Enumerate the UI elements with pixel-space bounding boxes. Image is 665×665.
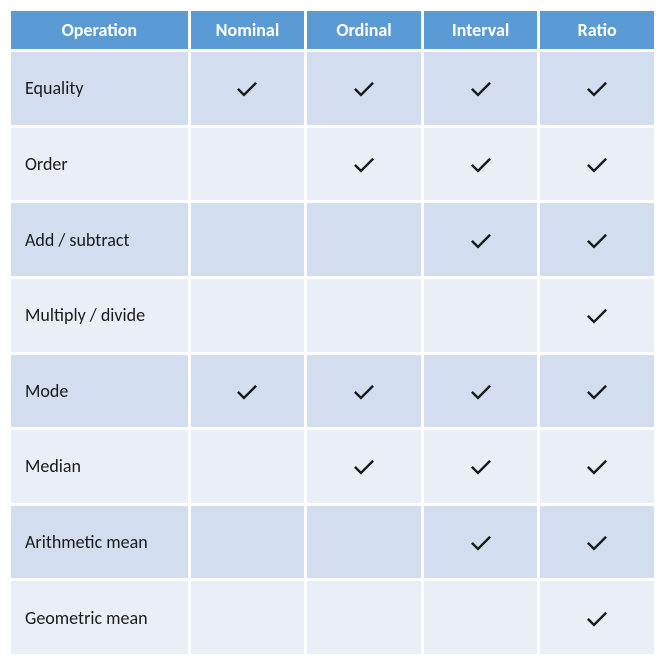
table-row: Arithmetic mean: [11, 506, 654, 579]
row-label: Equality: [11, 52, 188, 125]
check-icon: [584, 378, 610, 404]
check-icon: [468, 227, 494, 253]
table-cell: [540, 279, 654, 352]
row-label: Median: [11, 430, 188, 503]
table-cell: [191, 581, 305, 654]
table-cell: [540, 355, 654, 428]
check-icon: [584, 529, 610, 555]
row-label: Geometric mean: [11, 581, 188, 654]
table-cell: [191, 506, 305, 579]
table-cell: [307, 203, 421, 276]
row-label: Mode: [11, 355, 188, 428]
table-cell: [540, 128, 654, 201]
table-cell: [540, 430, 654, 503]
table-row: Add / subtract: [11, 203, 654, 276]
table-cell: [191, 52, 305, 125]
row-label: Arithmetic mean: [11, 506, 188, 579]
row-label: Order: [11, 128, 188, 201]
table-row: Equality: [11, 52, 654, 125]
col-header-nominal: Nominal: [191, 11, 305, 49]
check-icon: [584, 151, 610, 177]
table-cell: [424, 279, 538, 352]
table-cell: [307, 355, 421, 428]
table-cell: [191, 430, 305, 503]
table-cell: [540, 52, 654, 125]
check-icon: [234, 378, 260, 404]
row-label: Multiply / divide: [11, 279, 188, 352]
table-cell: [191, 203, 305, 276]
check-icon: [468, 529, 494, 555]
table-cell: [191, 279, 305, 352]
check-icon: [584, 302, 610, 328]
row-label: Add / subtract: [11, 203, 188, 276]
table-cell: [424, 506, 538, 579]
table-cell: [307, 430, 421, 503]
table-row: Geometric mean: [11, 581, 654, 654]
check-icon: [468, 151, 494, 177]
col-header-ordinal: Ordinal: [307, 11, 421, 49]
table-cell: [424, 355, 538, 428]
check-icon: [584, 605, 610, 631]
check-icon: [351, 378, 377, 404]
table-cell: [307, 506, 421, 579]
check-icon: [351, 75, 377, 101]
table-row: Median: [11, 430, 654, 503]
table-cell: [307, 128, 421, 201]
table-cell: [540, 203, 654, 276]
table-row: Mode: [11, 355, 654, 428]
check-icon: [584, 75, 610, 101]
check-icon: [584, 453, 610, 479]
col-header-operation: Operation: [11, 11, 188, 49]
table-cell: [424, 128, 538, 201]
table-cell: [307, 279, 421, 352]
check-icon: [351, 453, 377, 479]
table-row: Order: [11, 128, 654, 201]
table-cell: [540, 581, 654, 654]
check-icon: [468, 75, 494, 101]
table-cell: [191, 355, 305, 428]
measurement-scales-table: Operation Nominal Ordinal Interval Ratio…: [8, 8, 657, 657]
table-cell: [424, 203, 538, 276]
check-icon: [468, 378, 494, 404]
table-body: EqualityOrderAdd / subtractMultiply / di…: [11, 52, 654, 654]
check-icon: [234, 75, 260, 101]
check-icon: [351, 151, 377, 177]
check-icon: [468, 453, 494, 479]
table-cell: [540, 506, 654, 579]
table-cell: [191, 128, 305, 201]
table-cell: [424, 430, 538, 503]
table-cell: [424, 581, 538, 654]
header-row: Operation Nominal Ordinal Interval Ratio: [11, 11, 654, 49]
table-cell: [307, 52, 421, 125]
col-header-ratio: Ratio: [540, 11, 654, 49]
table-cell: [307, 581, 421, 654]
table-row: Multiply / divide: [11, 279, 654, 352]
check-icon: [584, 227, 610, 253]
col-header-interval: Interval: [424, 11, 538, 49]
table-cell: [424, 52, 538, 125]
